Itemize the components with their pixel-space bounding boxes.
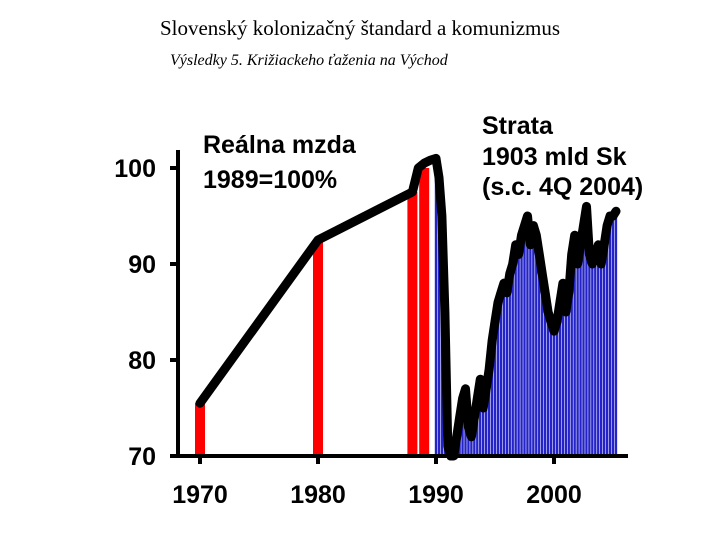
quarterly-bar	[552, 331, 556, 456]
quarterly-bar	[517, 254, 520, 456]
x-tick-label: 1990	[408, 481, 464, 509]
quarterly-bar	[576, 264, 579, 456]
quarterly-bar	[555, 321, 559, 456]
page-title: Slovenský kolonizačný štandard a komuniz…	[159, 16, 561, 40]
x-ticks: 1970 1980 1990 2000	[172, 456, 582, 509]
quarterly-bar	[558, 302, 562, 456]
annual-bars	[195, 168, 430, 456]
quarterly-bar	[561, 283, 565, 456]
x-tick-label: 2000	[526, 481, 582, 509]
quarterly-bar	[570, 254, 573, 456]
chart-title: Reálna mzda	[203, 131, 357, 159]
page-subtitle: Výsledky 5. Križiackeho ťaženia na Výcho…	[170, 52, 448, 69]
quarterly-bar	[564, 312, 567, 456]
quarterly-bar	[546, 312, 550, 456]
quarterly-bar	[499, 292, 503, 456]
quarterly-bar	[605, 225, 609, 456]
quarterly-bar	[567, 292, 570, 456]
quarterly-bar	[591, 264, 594, 456]
y-ticks: 70 80 90 100	[114, 155, 178, 471]
quarterly-bar	[502, 283, 506, 456]
quarterly-bar	[582, 225, 585, 456]
quarterly-bar	[508, 273, 511, 456]
quarterly-bar	[588, 254, 591, 456]
x-tick-label: 1980	[290, 481, 346, 509]
quarterly-bar	[532, 225, 535, 456]
quarterly-bar	[529, 244, 532, 456]
quarterly-bar	[470, 436, 473, 456]
x-tick-label: 1970	[172, 481, 228, 509]
annual-bar	[419, 168, 430, 456]
quarterly-bar	[520, 235, 523, 456]
quarterly-bar	[437, 177, 441, 456]
loss-annotation-line-2: 1903 mld Sk	[482, 143, 627, 171]
quarterly-bar	[538, 254, 541, 456]
quarterly-bar	[573, 235, 576, 456]
loss-annotation-line-3: (s.c. 4Q 2004)	[482, 173, 643, 201]
quarterly-bar	[467, 427, 470, 456]
quarterly-bar	[434, 158, 438, 456]
series-line-realna-mzda	[195, 153, 621, 461]
quarterly-bar	[541, 273, 544, 456]
quarterly-bar	[482, 408, 485, 456]
loss-annotation-line-1: Strata	[482, 112, 554, 140]
quarterly-bar	[597, 244, 600, 456]
quarterly-bar	[614, 211, 618, 456]
annual-bar	[407, 192, 418, 456]
quarterly-bar	[600, 264, 603, 456]
chart-subtitle: 1989=100%	[203, 166, 337, 194]
quarterly-bar	[535, 235, 538, 456]
quarterly-bar	[611, 216, 615, 456]
quarterly-bar	[493, 321, 497, 456]
quarterly-bar	[549, 321, 553, 456]
annual-bar	[313, 240, 323, 456]
quarterly-bar	[543, 292, 547, 456]
quarterly-bar	[602, 244, 606, 456]
y-tick-label: 90	[128, 251, 156, 279]
y-tick-label: 80	[128, 347, 156, 375]
quarterly-bar	[585, 206, 588, 456]
quarterly-bar	[523, 225, 526, 456]
quarterly-bar	[484, 388, 488, 456]
quarterly-bar	[479, 379, 482, 456]
quarterly-bar	[505, 292, 508, 456]
quarterly-bar	[514, 244, 517, 456]
quarterly-bar	[487, 369, 491, 456]
quarterly-bar	[490, 340, 494, 456]
y-tick-label: 100	[114, 155, 156, 183]
quarterly-bar	[579, 244, 582, 456]
quarterly-bar	[511, 264, 514, 456]
quarterly-bar	[608, 216, 612, 456]
quarterly-bars	[434, 158, 618, 456]
quarterly-bar	[594, 254, 597, 456]
y-tick-label: 70	[128, 443, 156, 471]
quarterly-bar	[496, 302, 500, 456]
quarterly-bar	[526, 216, 529, 456]
annual-bar	[195, 403, 205, 456]
